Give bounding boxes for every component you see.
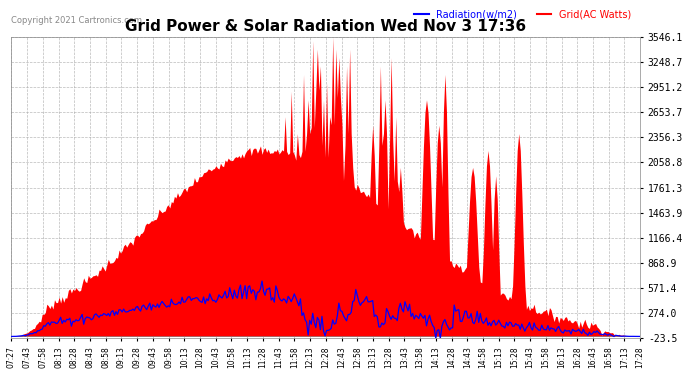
Text: Copyright 2021 Cartronics.com: Copyright 2021 Cartronics.com xyxy=(12,16,142,25)
Title: Grid Power & Solar Radiation Wed Nov 3 17:36: Grid Power & Solar Radiation Wed Nov 3 1… xyxy=(126,19,526,34)
Legend: Radiation(w/m2), Grid(AC Watts): Radiation(w/m2), Grid(AC Watts) xyxy=(411,5,635,23)
